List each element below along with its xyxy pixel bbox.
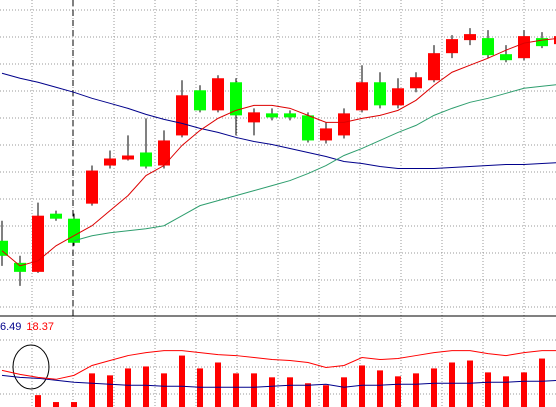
candle-body [356, 82, 368, 111]
candle-body [14, 262, 26, 272]
candle-body [338, 113, 350, 136]
indicator-line [1, 374, 556, 388]
candle-body [248, 112, 260, 123]
candle-body [230, 82, 242, 116]
moving-average-line [1, 38, 556, 267]
candle-body [86, 170, 98, 204]
indicator-bar [71, 402, 77, 407]
candle-body [0, 240, 8, 256]
indicator-bar [53, 402, 59, 407]
indicator-bar [233, 373, 239, 407]
candle-body [302, 115, 314, 141]
indicator-label: 6.49 [0, 321, 21, 333]
candle-body [284, 113, 296, 118]
indicator-bar [107, 375, 113, 407]
candle-body [446, 39, 458, 54]
indicator-bar [323, 385, 329, 407]
indicator-bar [143, 366, 149, 407]
indicator-bar [125, 368, 131, 407]
indicator-bar [35, 395, 41, 407]
indicator-line [1, 350, 556, 380]
indicator-bar [413, 373, 419, 407]
candle-body [212, 78, 224, 111]
candle-body [266, 113, 278, 118]
indicator-bar [377, 370, 383, 407]
indicator-bar [161, 373, 167, 407]
candle-body [158, 140, 170, 166]
indicator-bar [431, 368, 437, 407]
indicator-bar [395, 376, 401, 407]
candle-body [104, 158, 116, 166]
indicator-bar [503, 376, 509, 407]
candle-body [410, 77, 422, 89]
candle-body [518, 36, 530, 59]
indicator-bar [179, 355, 185, 407]
candle-body [194, 90, 206, 111]
candle-body [482, 38, 494, 56]
candle-body [32, 215, 44, 272]
indicator-bar [89, 373, 95, 407]
candle-body [428, 53, 440, 81]
candle-body [176, 95, 188, 136]
indicator-bar [449, 362, 455, 407]
candle-body [140, 152, 152, 167]
indicator-bar [539, 358, 545, 407]
indicator-label: 18.37 [26, 321, 54, 333]
candle-body [68, 218, 80, 243]
moving-average-line [1, 72, 556, 170]
candle-body [374, 82, 386, 106]
indicator-bar [305, 383, 311, 407]
indicator-bar [341, 377, 347, 407]
indicator-bar [521, 372, 527, 407]
candle-body [500, 54, 512, 61]
candle-body [50, 213, 62, 219]
indicator-bar [251, 373, 257, 407]
candle-body [392, 88, 404, 106]
candle-body [320, 128, 332, 141]
candle-body [464, 34, 476, 41]
candle-body [536, 38, 548, 47]
indicator-bar [287, 377, 293, 407]
candle-body [554, 36, 556, 45]
indicator-bar [215, 362, 221, 407]
moving-average-line [73, 84, 556, 242]
indicator-bar [269, 377, 275, 407]
indicator-bar [359, 365, 365, 407]
candle-body [122, 155, 134, 160]
indicator-bar [485, 372, 491, 407]
highlight-circle [12, 344, 50, 390]
